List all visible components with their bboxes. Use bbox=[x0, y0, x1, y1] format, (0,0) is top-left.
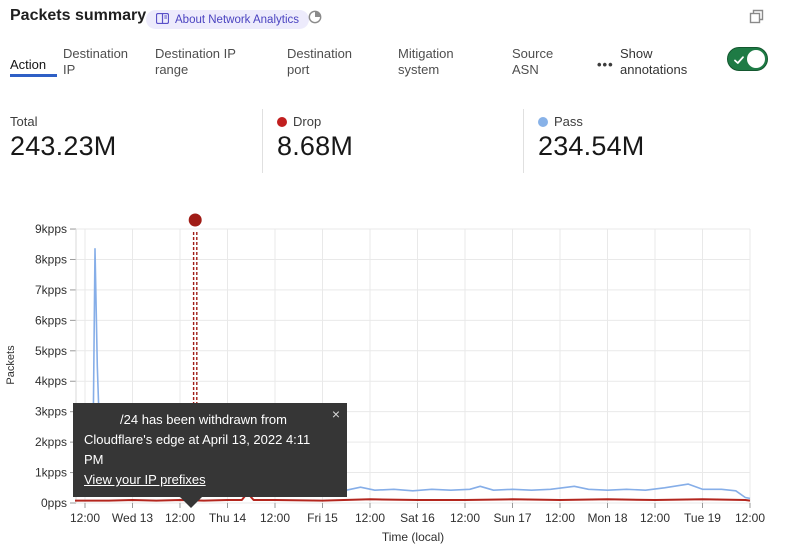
tab-source-asn[interactable]: Source ASN bbox=[512, 46, 554, 77]
y-tick-label: 8kpps bbox=[35, 252, 67, 266]
more-tabs-button[interactable]: ••• bbox=[591, 56, 620, 73]
about-network-analytics-badge[interactable]: About Network Analytics bbox=[146, 10, 310, 29]
y-tick-label: 9kpps bbox=[35, 222, 67, 236]
x-tick-label: 12:00 bbox=[165, 511, 195, 525]
x-tick-label: 12:00 bbox=[735, 511, 765, 525]
close-icon[interactable]: × bbox=[331, 406, 340, 422]
x-tick-label: 12:00 bbox=[545, 511, 575, 525]
x-tick-label: Fri 15 bbox=[307, 511, 338, 525]
active-tab-underline bbox=[10, 74, 57, 77]
tab-destination-ip[interactable]: Destination IP bbox=[63, 46, 129, 77]
y-tick-label: 6kpps bbox=[35, 313, 67, 327]
x-tick-label: Sun 17 bbox=[493, 511, 531, 525]
x-tick-label: Wed 13 bbox=[112, 511, 153, 525]
expand-panel-icon[interactable] bbox=[748, 8, 765, 25]
tab-mitigation-system[interactable]: Mitigation system bbox=[398, 46, 454, 77]
x-tick-label: Sat 16 bbox=[400, 511, 435, 525]
show-annotations-toggle[interactable] bbox=[727, 47, 768, 71]
stat-divider bbox=[523, 109, 524, 173]
x-tick-label: 12:00 bbox=[355, 511, 385, 525]
y-tick-label: 7kpps bbox=[35, 283, 67, 297]
drop-stat-label: Drop bbox=[293, 114, 322, 129]
x-tick-label: 12:00 bbox=[640, 511, 670, 525]
x-tick-label: Thu 14 bbox=[209, 511, 247, 525]
y-tick-label: 1kpps bbox=[35, 466, 67, 480]
drop-stat-value: 8.68M bbox=[277, 131, 354, 161]
y-tick-label: 5kpps bbox=[35, 344, 67, 358]
tab-destination-ip-range[interactable]: Destination IP range bbox=[155, 46, 236, 77]
about-badge-label: About Network Analytics bbox=[175, 13, 300, 26]
packets-time-series-chart: 0pps 1kpps 2kpps 3kpps 4kpps 5kpps 6kpps 7kpps 8… bbox=[0, 205, 785, 555]
x-tick-label: 12:00 bbox=[260, 511, 290, 525]
y-axis-title: Packets bbox=[5, 345, 17, 385]
total-stat-label: Total bbox=[10, 114, 38, 129]
page-title: Packets summary bbox=[10, 7, 147, 24]
x-axis-title: Time (local) bbox=[382, 530, 444, 544]
annotation-tooltip-line2: Cloudflare's edge at April 13, 2022 4:11… bbox=[84, 432, 311, 467]
book-icon bbox=[155, 12, 170, 27]
series-line-drop bbox=[75, 492, 751, 502]
x-tick-label: Mon 18 bbox=[587, 511, 627, 525]
annotation-tooltip: /24 has been withdrawn from Cloudflare's… bbox=[73, 403, 347, 508]
y-tick-label: 3kpps bbox=[35, 405, 67, 419]
stat-divider bbox=[262, 109, 263, 173]
y-tick-label: 0pps bbox=[41, 496, 67, 510]
show-annotations-label: Show annotations bbox=[620, 46, 688, 77]
annotation-tooltip-line1: /24 has been withdrawn from bbox=[120, 412, 287, 427]
y-tick-label: 4kpps bbox=[35, 374, 67, 388]
x-tick-label: 12:00 bbox=[450, 511, 480, 525]
y-tick-label: 2kpps bbox=[35, 435, 67, 449]
chart-canvas: 0pps 1kpps 2kpps 3kpps 4kpps 5kpps 6kpps 7kpps 8… bbox=[5, 213, 765, 544]
view-ip-prefixes-link[interactable]: View your IP prefixes bbox=[84, 472, 206, 487]
pass-stat-value: 234.54M bbox=[538, 131, 645, 161]
x-tick-label: Tue 19 bbox=[684, 511, 721, 525]
time-range-icon[interactable] bbox=[307, 9, 323, 25]
tab-action[interactable]: Action bbox=[10, 57, 47, 72]
x-tick-label: 12:00 bbox=[70, 511, 100, 525]
annotation-dot[interactable] bbox=[188, 213, 202, 227]
pass-stat-label: Pass bbox=[554, 114, 583, 129]
toggle-knob bbox=[747, 50, 765, 68]
tab-destination-port[interactable]: Destination port bbox=[287, 46, 353, 77]
tooltip-arrow bbox=[180, 497, 202, 508]
pass-legend-dot bbox=[538, 117, 548, 127]
drop-legend-dot bbox=[277, 117, 287, 127]
check-icon bbox=[733, 53, 745, 71]
total-stat-value: 243.23M bbox=[10, 131, 117, 161]
